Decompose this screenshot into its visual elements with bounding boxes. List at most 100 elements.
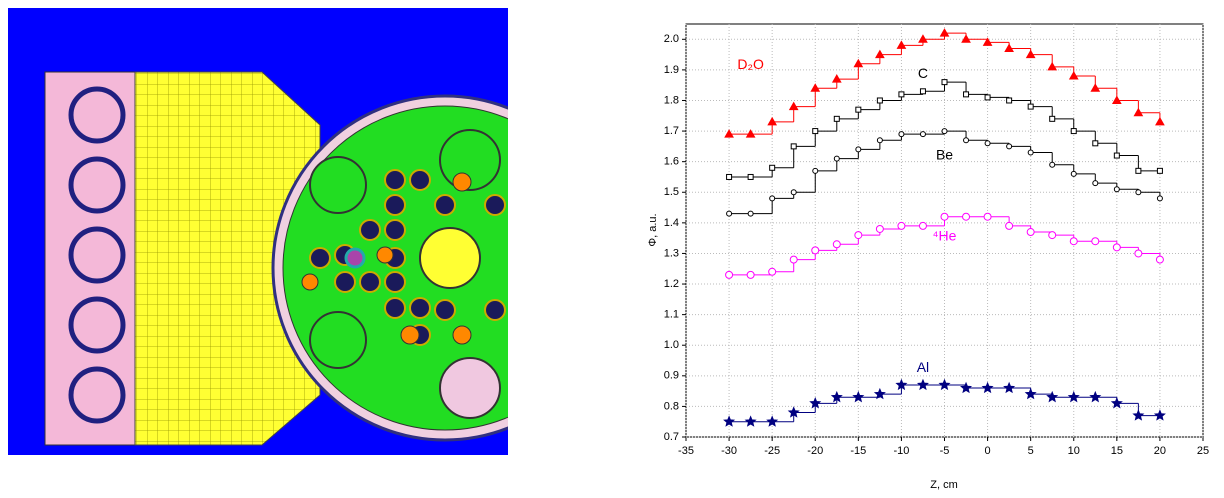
- marker: [789, 255, 798, 264]
- marker: [726, 210, 733, 217]
- marker: [1006, 143, 1013, 150]
- y-tick-label: 1.9: [664, 64, 679, 76]
- marker: [1090, 83, 1101, 92]
- y-tick-label: 1.8: [664, 94, 679, 106]
- y-tick-label: 2.0: [664, 33, 679, 45]
- x-tick-label: 25: [1197, 445, 1209, 457]
- y-tick-label: 0.8: [664, 400, 679, 412]
- marker: [876, 97, 883, 104]
- x-tick-label: -5: [940, 445, 950, 457]
- marker: [963, 91, 970, 98]
- marker: [830, 390, 843, 403]
- marker: [1092, 180, 1099, 187]
- marker: [941, 128, 948, 135]
- marker: [787, 406, 800, 418]
- marker: [725, 270, 734, 279]
- marker: [897, 221, 906, 230]
- marker: [1156, 167, 1163, 174]
- marker: [875, 49, 885, 59]
- marker: [1024, 387, 1037, 400]
- marker: [1132, 409, 1145, 421]
- x-tick-label: -20: [807, 445, 823, 457]
- y-tick-label: 1.4: [664, 217, 679, 229]
- marker: [747, 210, 754, 217]
- marker: [854, 231, 863, 240]
- marker: [941, 79, 948, 86]
- marker: [1133, 107, 1144, 117]
- marker: [940, 212, 949, 221]
- marker: [1049, 161, 1056, 168]
- marker: [1047, 61, 1058, 71]
- marker: [790, 189, 797, 196]
- marker: [788, 101, 799, 111]
- y-tick-label: 0.7: [664, 431, 679, 443]
- y-tick-label: 1.2: [664, 278, 679, 290]
- marker: [1067, 390, 1080, 403]
- marker: [1026, 228, 1035, 237]
- marker: [809, 397, 822, 409]
- marker: [961, 34, 971, 43]
- marker: [744, 415, 757, 427]
- marker: [898, 131, 905, 138]
- marker: [767, 116, 778, 126]
- marker: [1025, 49, 1036, 59]
- marker: [1070, 170, 1077, 177]
- series-label: D₂O: [737, 56, 764, 72]
- marker: [726, 173, 733, 180]
- marker: [723, 415, 736, 427]
- series-label: ⁴He: [933, 227, 957, 243]
- y-tick-label: 0.9: [664, 370, 679, 382]
- marker: [962, 212, 971, 221]
- marker: [1048, 231, 1057, 240]
- x-axis-label: Z, cm: [930, 479, 958, 491]
- marker: [873, 387, 886, 400]
- marker: [853, 58, 864, 68]
- series-label: Al: [917, 359, 929, 375]
- marker: [833, 155, 840, 162]
- marker: [1089, 390, 1102, 403]
- marker: [896, 40, 907, 49]
- marker: [811, 246, 820, 255]
- x-tick-label: 20: [1154, 445, 1166, 457]
- marker: [939, 28, 950, 37]
- marker: [852, 390, 865, 403]
- marker: [833, 115, 840, 122]
- marker: [1046, 390, 1059, 403]
- marker: [960, 381, 973, 394]
- marker: [810, 83, 821, 92]
- marker: [1153, 409, 1166, 421]
- marker: [855, 106, 862, 113]
- x-tick-label: 10: [1068, 445, 1080, 457]
- marker: [1004, 43, 1014, 52]
- marker: [876, 137, 883, 144]
- marker: [1155, 255, 1164, 264]
- marker: [766, 415, 779, 427]
- marker: [812, 167, 819, 174]
- marker: [1005, 221, 1014, 230]
- x-tick-label: 5: [1028, 445, 1034, 457]
- marker: [875, 224, 884, 233]
- marker: [768, 267, 777, 276]
- y-tick-label: 1.1: [664, 309, 679, 321]
- x-tick-label: -30: [721, 445, 737, 457]
- marker: [1110, 397, 1123, 409]
- y-tick-label: 1.7: [664, 125, 679, 137]
- x-tick-label: -35: [678, 445, 694, 457]
- y-tick-label: 1.6: [664, 156, 679, 168]
- marker: [832, 240, 841, 249]
- marker: [745, 129, 756, 138]
- marker: [746, 270, 755, 279]
- marker: [1092, 140, 1099, 147]
- y-axis-label: Φ, a.u.: [647, 213, 659, 246]
- series-label: C: [918, 65, 928, 81]
- marker: [938, 378, 951, 391]
- marker: [1135, 167, 1142, 174]
- marker: [1113, 186, 1120, 193]
- marker: [1069, 237, 1078, 246]
- marker: [981, 381, 994, 394]
- marker: [916, 378, 929, 391]
- marker: [1003, 381, 1016, 394]
- marker: [1135, 189, 1142, 196]
